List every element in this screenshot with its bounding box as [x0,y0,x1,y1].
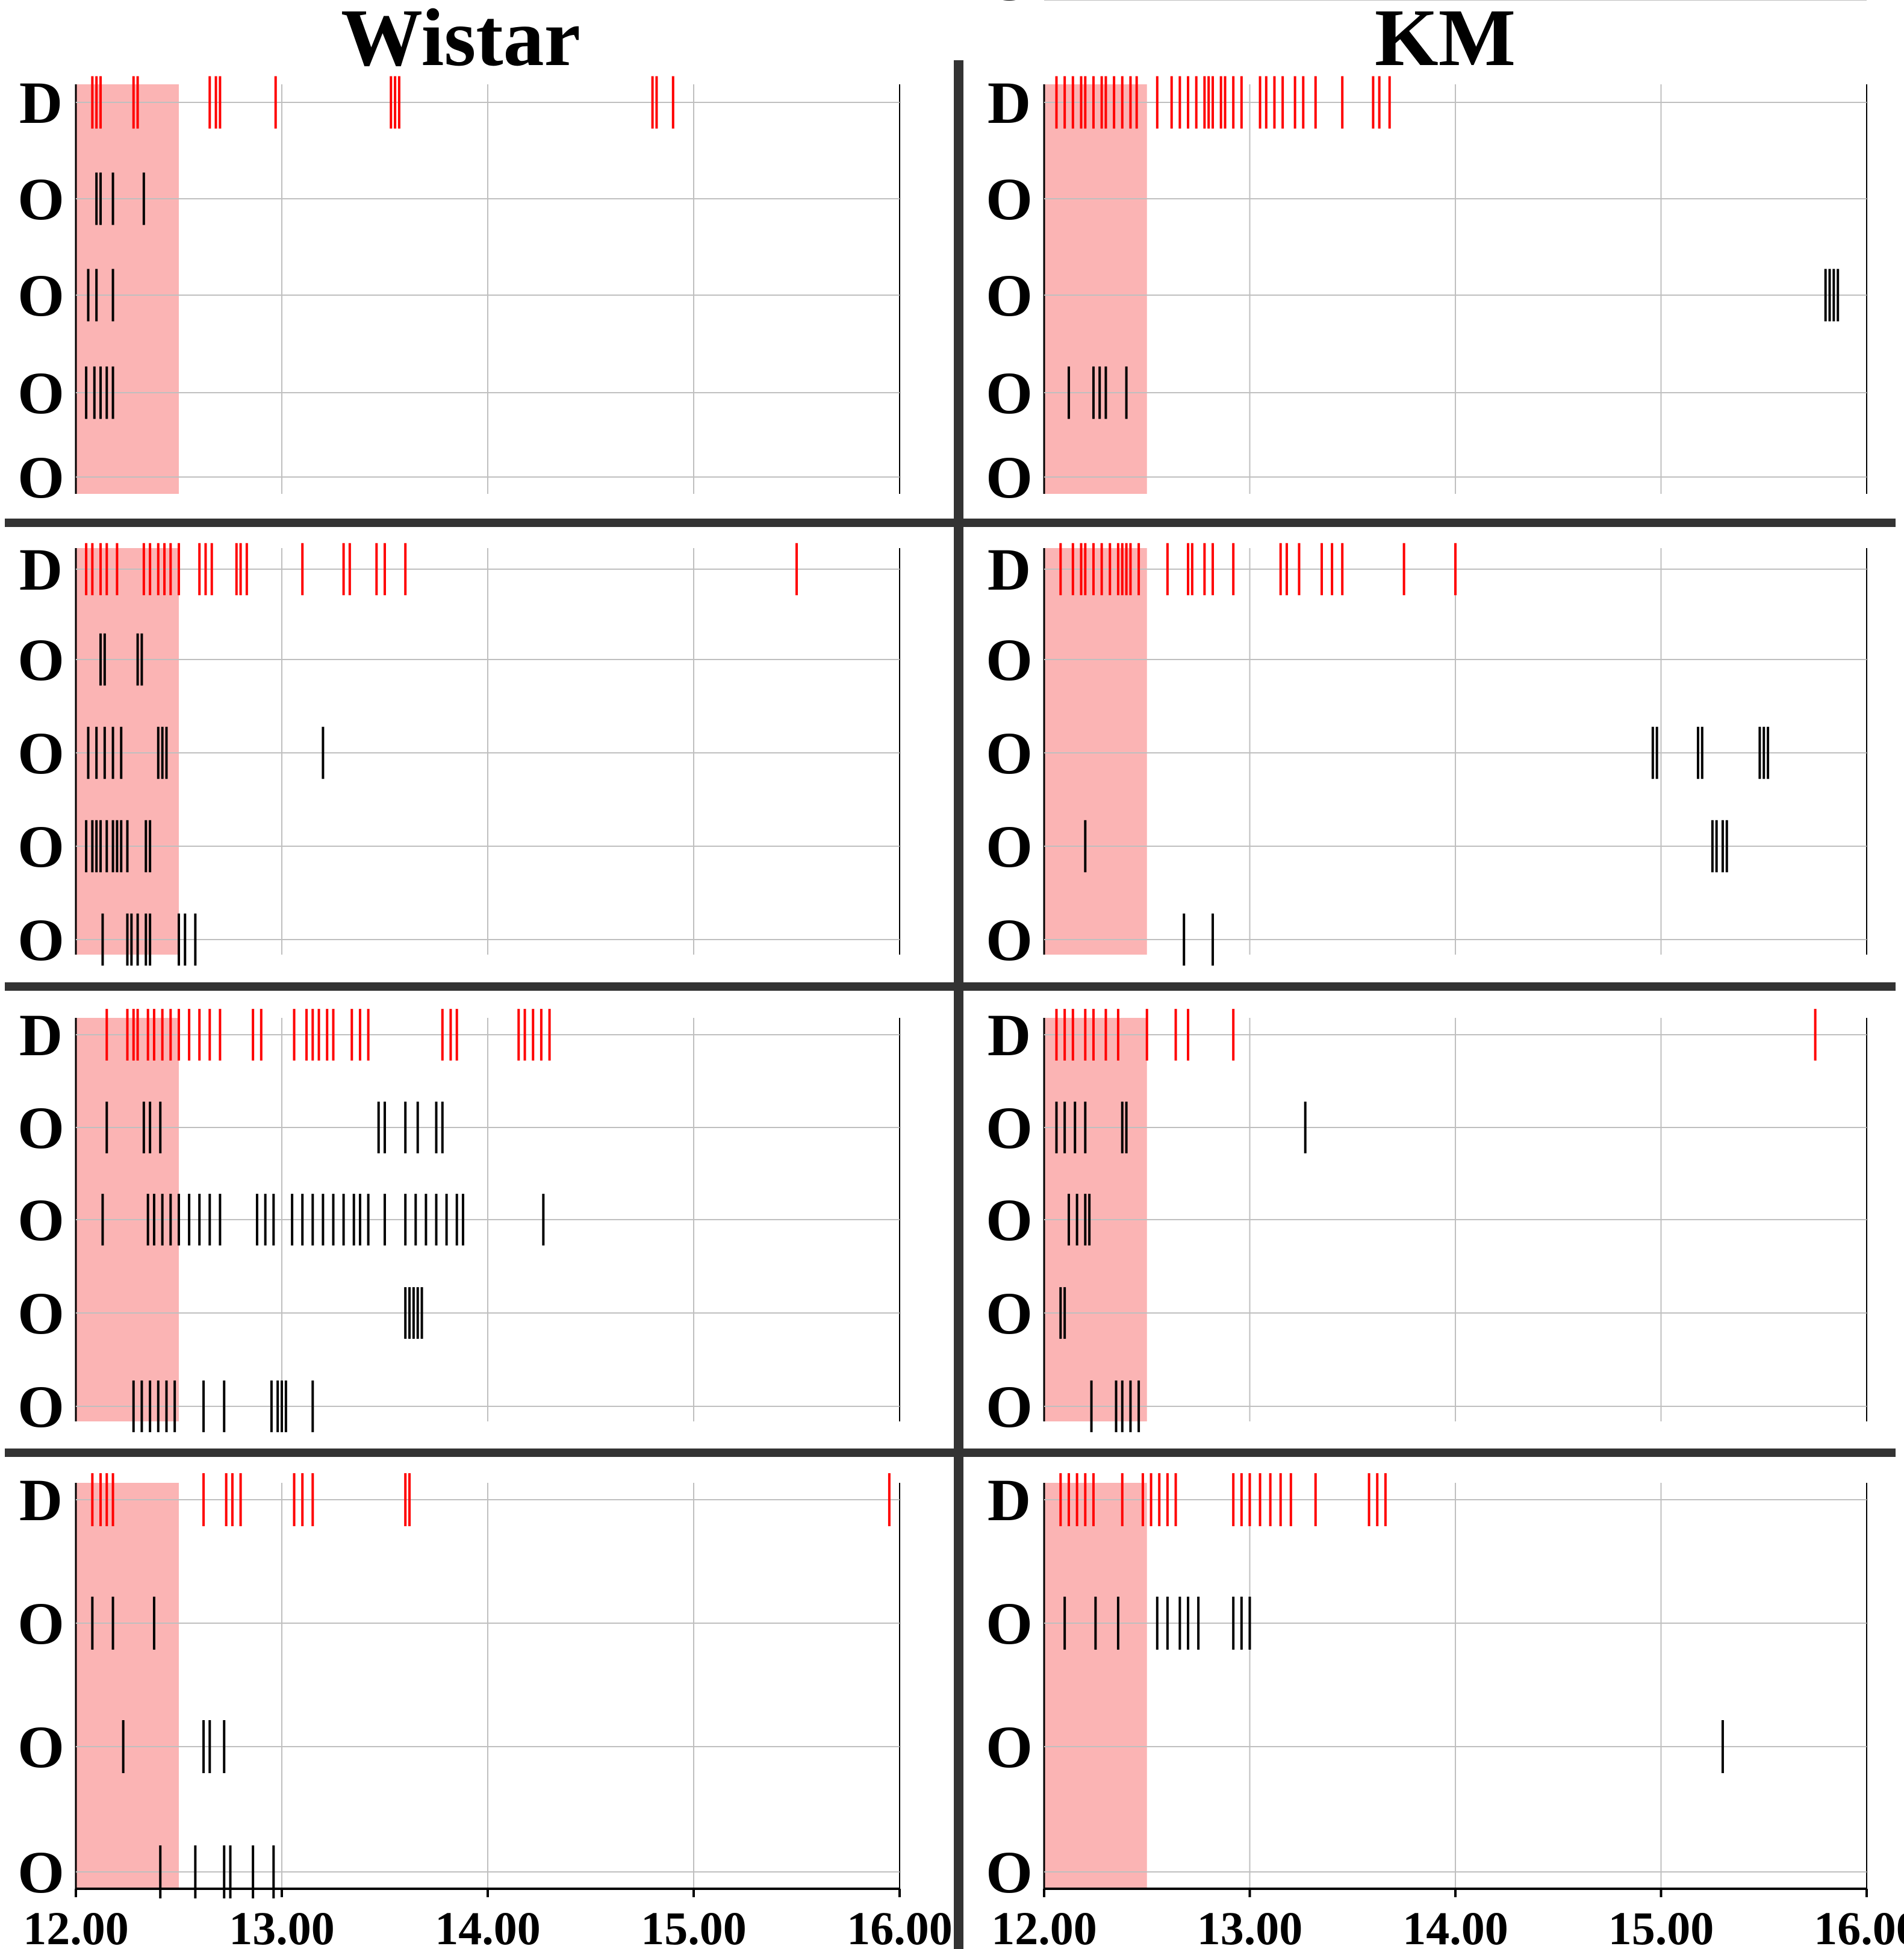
lane-label-o: O [17,1714,64,1780]
x-tick-label: 14.00 [435,1902,541,1949]
lane-label-o: O [17,1839,64,1906]
lane-label-d: D [988,536,1031,603]
shaded-window [76,1483,179,1889]
lane-label-o: O [986,626,1033,693]
lane-label-o: O [986,1373,1033,1440]
lane-label-d: D [19,536,63,603]
lane-label-d: D [19,1467,63,1533]
x-tick-label: 12.00 [991,1902,1097,1949]
x-tick-label: 14.00 [1402,1902,1508,1949]
lane-label-d: D [988,1002,1031,1068]
x-tick-label: 15.00 [1608,1902,1714,1949]
lane-label-d: D [988,69,1031,136]
lane-label-o: O [986,444,1033,511]
lane-label-o: O [986,0,1033,13]
lane-label-o: O [17,1280,64,1347]
lane-label-o: O [986,1094,1033,1161]
lane-label-o: O [17,360,64,426]
x-axes: 12.00 13.00 14.00 15.00 16.00 12.00 13.00 14.00… [23,1888,1904,1949]
lane-label-o: O [986,1839,1033,1906]
raster-panels: DOOOODOOOODOOOODOOOODOOOODOOOODOOODOOOO [17,0,1867,1906]
lane-label-d: D [19,69,63,136]
lane-label-o: O [986,360,1033,426]
lane-label-o: O [986,813,1033,880]
column-title-km: KM [1375,0,1516,83]
lane-label-o: O [17,720,64,787]
lane-label-o: O [17,1094,64,1161]
shaded-window [1044,84,1147,494]
lane-label-o: O [17,444,64,511]
lane-label-o: O [17,906,64,973]
lane-label-o: O [986,1187,1033,1253]
shaded-window [76,84,179,494]
x-tick-label: 13.00 [1197,1902,1303,1949]
x-tick-label: 12.00 [23,1902,129,1949]
shaded-window [1044,1483,1147,1889]
lane-label-o: O [986,1590,1033,1657]
column-title-wistar: Wistar [341,0,580,83]
x-tick-label: 16.00 [847,1902,953,1949]
lane-label-o: O [17,626,64,693]
lane-label-o: O [17,1187,64,1253]
lane-label-o: O [986,166,1033,232]
x-tick-label: 13.00 [229,1902,335,1949]
lane-label-o: O [986,1714,1033,1780]
lane-label-o: O [17,262,64,329]
x-tick-label: 15.00 [641,1902,747,1949]
lane-label-o: O [17,1373,64,1440]
lane-label-o: O [17,166,64,232]
x-tick-label: 16.00 [1814,1902,1904,1949]
lane-label-d: D [19,1002,63,1068]
lane-label-o: O [986,1280,1033,1347]
shaded-window [1044,548,1147,955]
lane-label-o: O [17,1590,64,1657]
lane-label-o: O [17,813,64,880]
panel-separators [5,60,1896,1949]
lane-label-d: D [988,1467,1031,1533]
lane-label-o: O [986,906,1033,973]
lane-label-o: O [986,720,1033,787]
lane-label-o: O [986,262,1033,329]
